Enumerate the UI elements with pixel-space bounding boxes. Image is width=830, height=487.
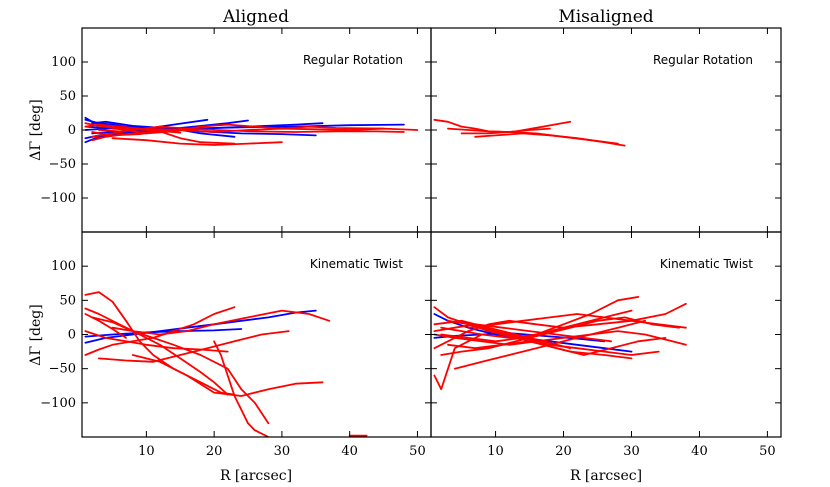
x-tick-label: 50	[759, 444, 776, 459]
panel-label: Regular Rotation	[653, 53, 753, 67]
series-line-red-4	[91, 316, 270, 425]
panel-label: Regular Rotation	[303, 53, 403, 67]
x-tick-label: 30	[274, 444, 291, 459]
series-line-red-2	[474, 132, 626, 147]
ylabel-bottom: ΔΓ [deg]	[28, 304, 44, 365]
x-tick-label: 10	[138, 444, 155, 459]
series-line-red-2	[84, 291, 236, 396]
xlabel-left: R [arcsec]	[220, 468, 292, 484]
y-tick-label: 100	[51, 259, 76, 274]
series-line-red-12	[91, 125, 405, 138]
column-title-aligned: Aligned	[222, 7, 289, 27]
x-tick-label: 10	[487, 444, 504, 459]
x-tick-label: 20	[206, 444, 223, 459]
x-tick-label: 30	[623, 444, 640, 459]
panel-label: Kinematic Twist	[310, 257, 403, 271]
series-line-red-3	[433, 302, 687, 350]
series-line-blue-0	[84, 309, 317, 344]
series-line-red-5	[213, 340, 270, 437]
series-line-red-8	[111, 309, 331, 336]
series-line-red-14	[433, 319, 572, 350]
series-line-red-3	[460, 120, 572, 135]
y-tick-label: 50	[59, 89, 76, 104]
x-tick-label: 40	[341, 444, 358, 459]
series-line-red-6	[131, 354, 324, 397]
series-line-red-10	[98, 330, 290, 363]
x-tick-label: 40	[691, 444, 708, 459]
series-group	[84, 291, 368, 437]
panel-label: Kinematic Twist	[660, 257, 753, 271]
series-line-red-3	[84, 307, 229, 396]
ylabel-top: ΔΓ [deg]	[28, 99, 44, 160]
series-group	[84, 116, 419, 146]
panel-bottom-left: 10 20 30 40 50 100 50 0 −50 −100 Kinematic Twist	[40, 231, 432, 459]
panel-frame	[430, 231, 782, 438]
series-line-red-16	[91, 129, 188, 142]
series-line-red-11	[84, 313, 127, 339]
y-tick-label: 0	[68, 123, 76, 138]
series-line-red-13	[447, 336, 667, 356]
series-line-red-11	[467, 313, 687, 329]
series-line-red-5	[433, 330, 687, 346]
panel-bottom-right: 10 20 30 40 50 Kinematic Twist	[430, 231, 782, 459]
series-line-red-12	[440, 309, 633, 343]
series-line-red-0	[433, 118, 551, 133]
y-tick-label: −50	[49, 157, 76, 172]
series-line-red-7	[84, 306, 236, 356]
series-line-blue-1	[84, 328, 243, 338]
series-line-red-15	[111, 137, 283, 146]
y-tick-label: −100	[40, 191, 76, 206]
series-line-red-10	[433, 323, 612, 343]
y-tick-label: 50	[59, 293, 76, 308]
y-tick-label: 0	[68, 328, 76, 343]
panel-top-left: 100 50 0 −50 −100 Regular Rotation	[40, 27, 432, 233]
x-tick-label: 50	[409, 444, 426, 459]
y-tick-label: −50	[49, 362, 76, 377]
series-line-red-2	[433, 333, 483, 391]
y-tick-label: −100	[40, 396, 76, 411]
y-tick-label: 100	[51, 55, 76, 70]
column-title-misaligned: Misaligned	[558, 7, 653, 27]
panel-top-right: Regular Rotation	[430, 27, 782, 233]
x-tick-label: 20	[555, 444, 572, 459]
series-group	[433, 118, 626, 147]
series-group	[433, 295, 687, 391]
series-line-red-9	[453, 319, 646, 370]
xlabel-right: R [arcsec]	[570, 468, 642, 484]
